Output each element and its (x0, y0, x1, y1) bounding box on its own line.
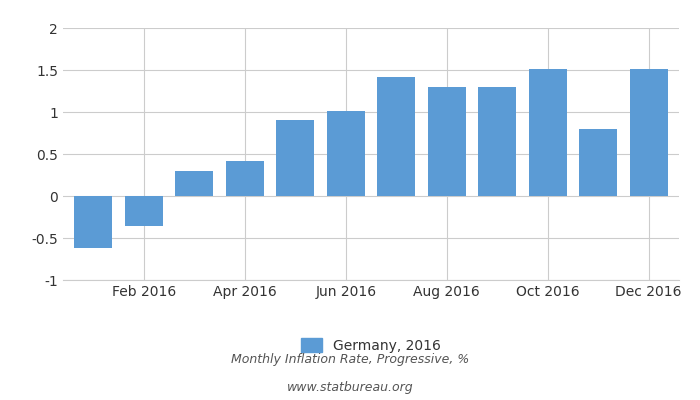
Bar (327, 111, 365, 196)
Bar (528, 69, 567, 196)
Bar (276, 120, 314, 196)
Bar (428, 87, 466, 196)
Bar (478, 87, 516, 196)
Bar (125, 196, 162, 226)
Text: www.statbureau.org: www.statbureau.org (287, 382, 413, 394)
Legend: Germany, 2016: Germany, 2016 (295, 332, 447, 358)
Bar (175, 171, 214, 196)
Bar (74, 196, 112, 248)
Bar (377, 77, 415, 196)
Text: Monthly Inflation Rate, Progressive, %: Monthly Inflation Rate, Progressive, % (231, 354, 469, 366)
Bar (226, 161, 264, 196)
Bar (630, 69, 668, 196)
Bar (580, 129, 617, 196)
